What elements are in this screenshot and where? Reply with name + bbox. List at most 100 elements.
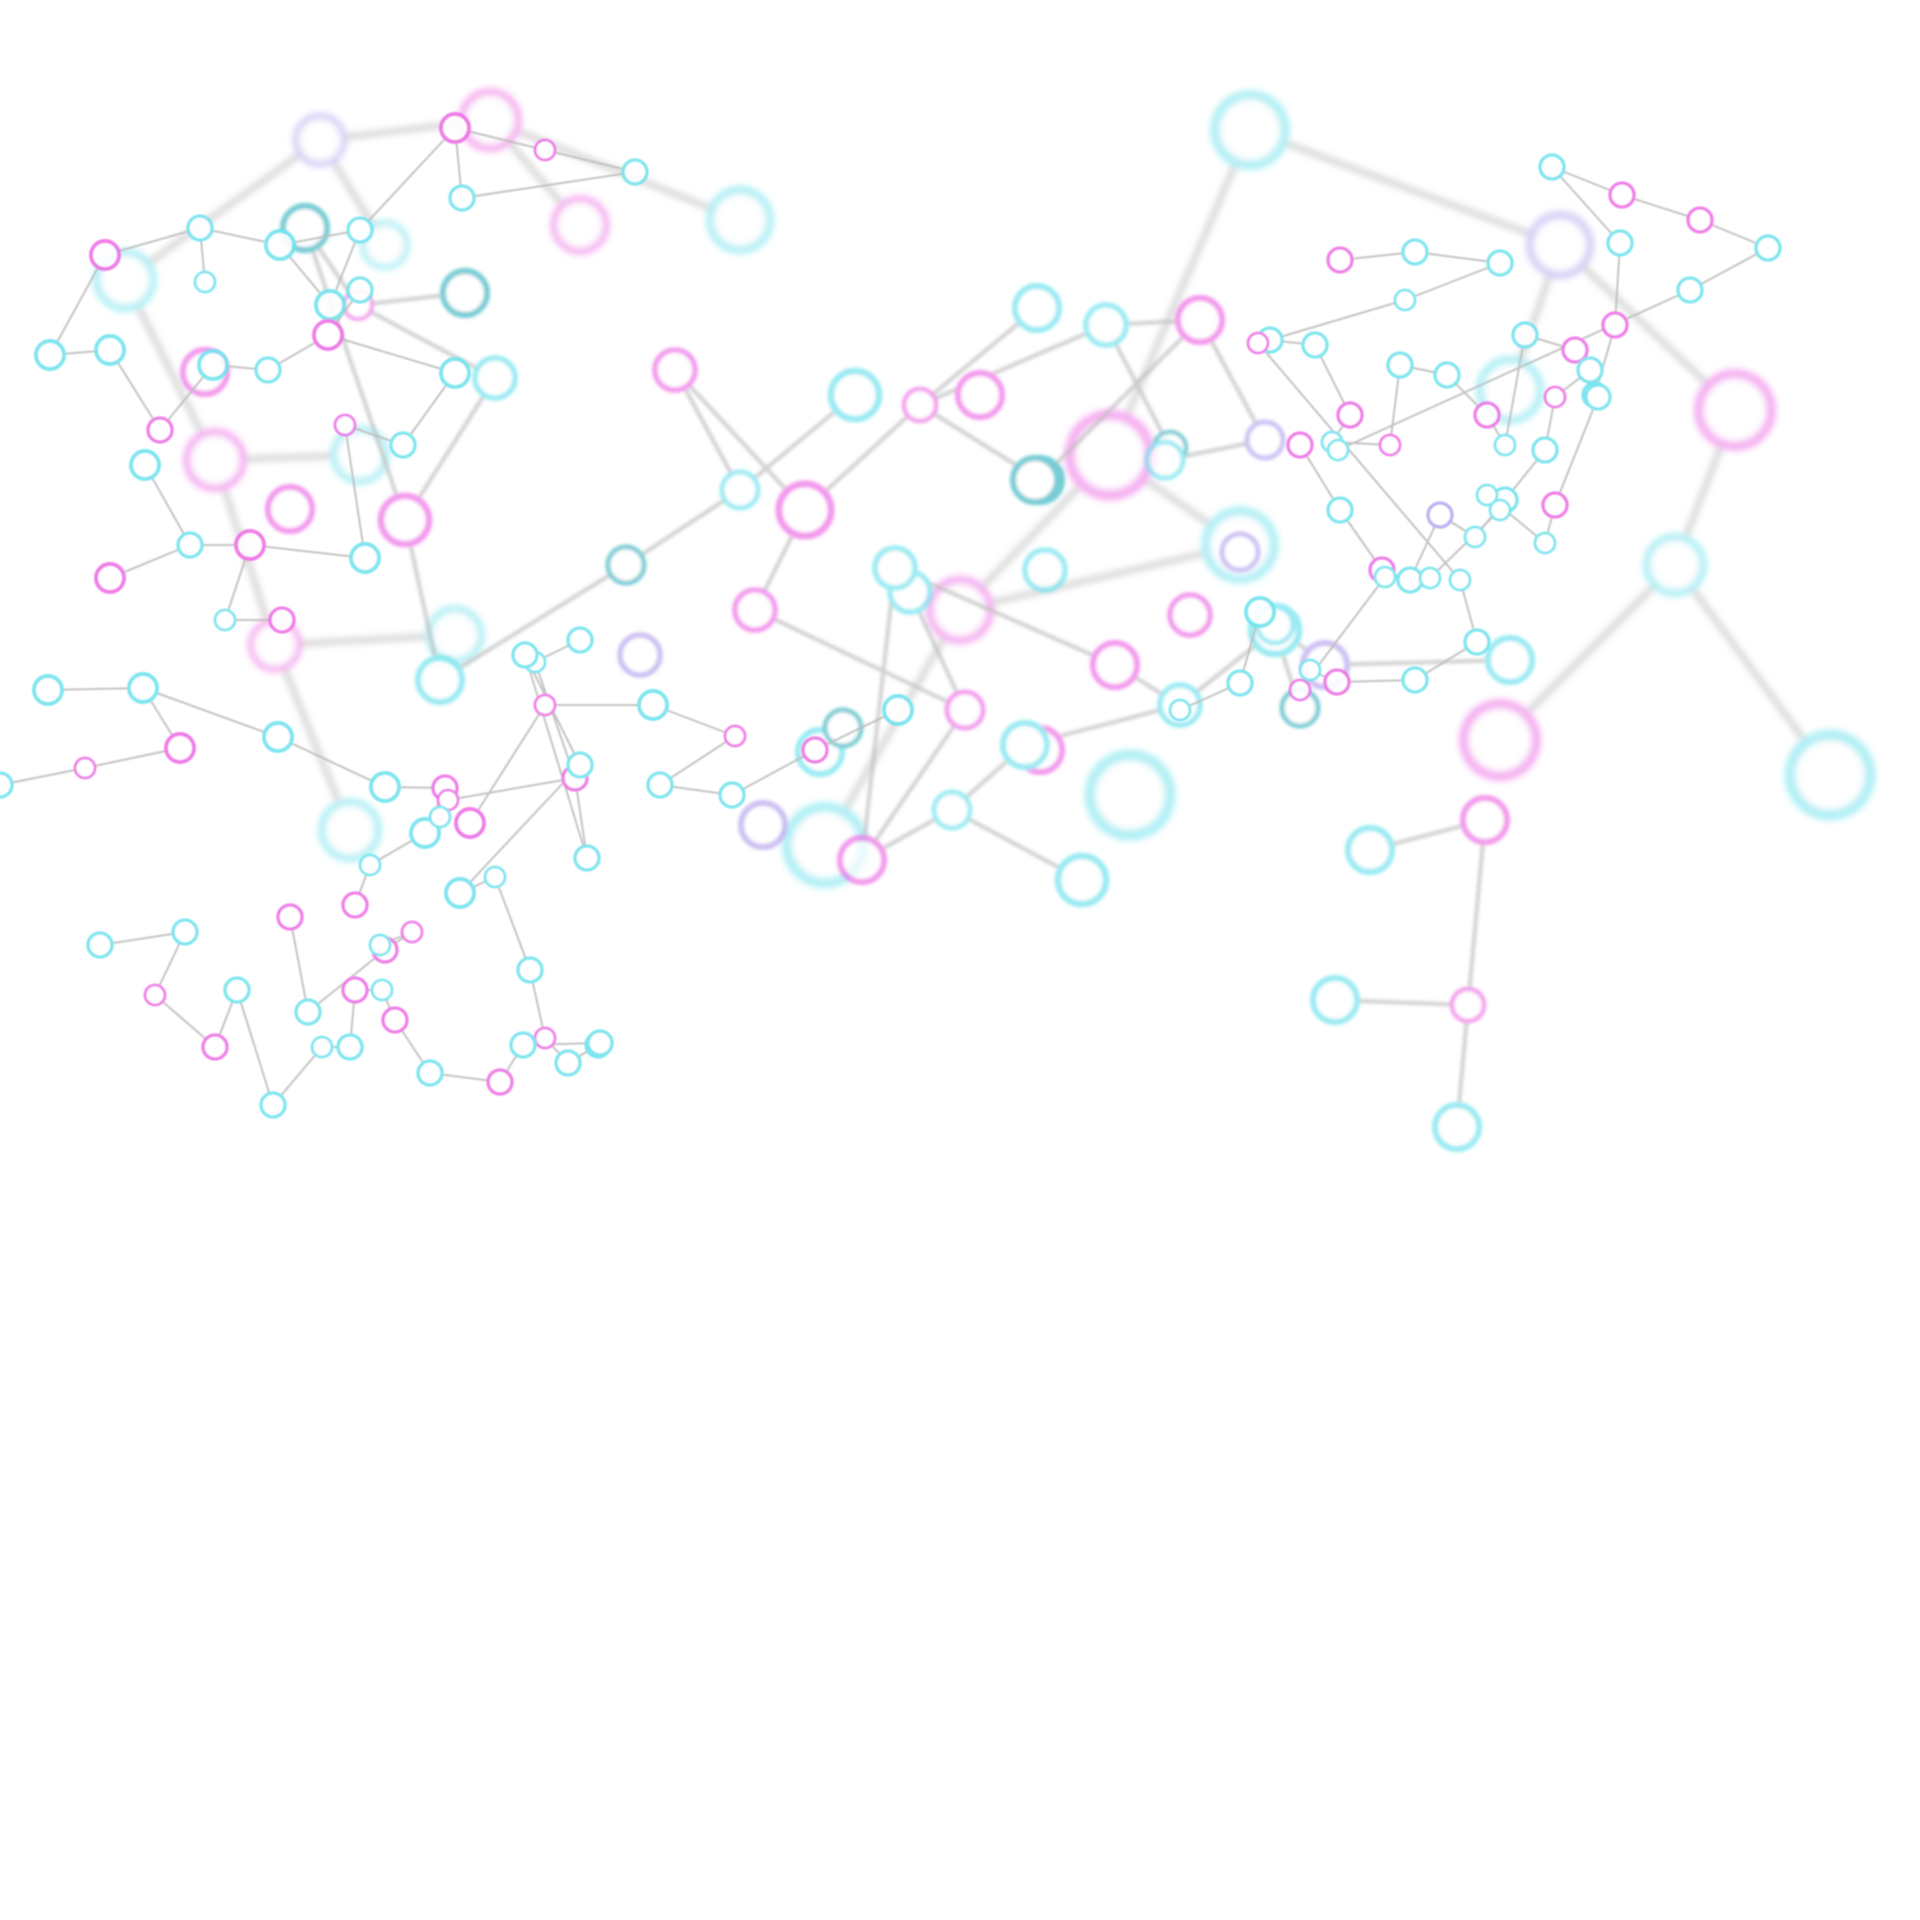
near-atom-magenta	[1286, 431, 1314, 459]
near-atom-cyan	[439, 357, 471, 389]
near-atom-cyan	[32, 674, 64, 706]
near-atom-cyan	[409, 817, 441, 849]
near-atom-cyan	[1401, 238, 1429, 266]
mid-molecule-layer	[179, 202, 1536, 1153]
near-atom-cyan	[86, 931, 114, 959]
near-atom-cyan	[1298, 658, 1322, 682]
near-atom-magenta	[533, 138, 557, 162]
mid-atom-teal	[1009, 454, 1061, 506]
mid-bond	[1104, 323, 1172, 450]
near-bond	[49, 254, 106, 356]
near-atom-cyan	[1226, 669, 1254, 697]
near-bond	[459, 764, 581, 894]
mid-atom-magenta	[1174, 294, 1226, 346]
mid-bond	[1038, 318, 1202, 482]
near-atom-cyan	[1606, 229, 1634, 257]
mid-atom-cyan	[827, 367, 883, 423]
near-atom-cyan	[566, 626, 594, 654]
near-atom-cyan	[416, 1059, 444, 1087]
mid-atom-lavender	[737, 799, 789, 851]
near-atom-cyan	[1396, 566, 1424, 594]
mid-atom-magenta	[1167, 592, 1213, 638]
near-atom-cyan	[882, 694, 914, 726]
mid-bond	[438, 563, 628, 682]
near-bond	[277, 736, 386, 788]
near-atom-magenta	[73, 756, 97, 780]
near-atom-lavender	[1426, 501, 1454, 529]
near-atom-cyan	[1576, 356, 1604, 384]
far-atom-magenta	[1064, 409, 1156, 501]
near-atom-cyan	[314, 289, 346, 321]
near-atom-cyan	[1326, 438, 1350, 462]
near-atom-cyan	[171, 918, 199, 946]
near-atom-cyan	[1533, 531, 1557, 555]
near-atom-cyan	[127, 672, 159, 704]
near-atom-cyan	[389, 431, 417, 459]
near-bond	[1614, 242, 1621, 326]
near-atom-cyan	[1418, 566, 1442, 590]
near-bond	[544, 149, 636, 173]
mid-atom-teal	[605, 544, 647, 586]
near-atom-cyan	[294, 998, 322, 1026]
mid-bond	[303, 226, 407, 522]
mid-atom-magenta	[1089, 639, 1141, 691]
near-atom-magenta	[486, 1068, 514, 1096]
near-atom-cyan	[1486, 249, 1514, 277]
far-bond	[121, 136, 324, 284]
mid-atom-teal	[822, 707, 864, 749]
near-atom-cyan	[264, 229, 296, 261]
near-bond	[249, 544, 366, 559]
mid-atom-cyan	[1083, 302, 1129, 348]
near-atom-cyan	[1448, 568, 1472, 592]
near-atom-cyan	[1493, 433, 1517, 457]
far-atom-cyan	[1084, 749, 1176, 841]
far-bond	[271, 641, 354, 834]
near-atom-cyan	[1584, 383, 1612, 411]
mid-atom-cyan	[1011, 282, 1063, 334]
far-molecule-layer	[93, 88, 1876, 889]
mid-bond	[403, 376, 497, 522]
far-atom-magenta	[1693, 368, 1777, 452]
far-atom-magenta	[550, 195, 610, 255]
near-atom-magenta	[1378, 433, 1402, 457]
near-atom-cyan	[254, 356, 282, 384]
near-atom-magenta	[1326, 246, 1354, 274]
near-bond	[1689, 247, 1769, 291]
far-atom-cyan	[359, 219, 411, 271]
near-atom-cyan	[1373, 565, 1397, 589]
near-bond	[344, 424, 366, 559]
near-atom-cyan	[554, 1049, 582, 1077]
near-atom-magenta	[201, 1033, 229, 1061]
near-bond	[524, 654, 588, 859]
near-atom-cyan	[646, 771, 674, 799]
far-bond	[121, 276, 219, 464]
near-atom-cyan	[193, 270, 217, 294]
mid-atom-cyan	[719, 469, 761, 511]
far-atom-magenta	[183, 428, 247, 492]
near-atom-cyan	[310, 1035, 334, 1059]
far-atom-cyan	[1210, 90, 1290, 170]
near-atom-cyan	[34, 339, 66, 371]
far-atom-magenta	[1458, 698, 1542, 782]
near-atom-cyan	[129, 449, 161, 481]
near-atom-cyan	[349, 542, 381, 574]
near-atom-magenta	[1608, 181, 1636, 209]
near-atom-magenta	[1543, 385, 1567, 409]
far-atom-cyan	[425, 605, 485, 665]
near-atom-magenta	[164, 732, 196, 764]
mid-atom-cyan	[1309, 974, 1361, 1026]
near-bond	[0, 767, 86, 786]
near-atom-magenta	[381, 1006, 409, 1034]
near-atom-cyan	[1168, 698, 1192, 722]
near-atom-cyan	[1463, 628, 1491, 656]
near-atom-magenta	[533, 693, 557, 717]
near-atom-cyan	[1401, 666, 1429, 694]
near-atom-magenta	[333, 413, 357, 437]
near-atom-cyan	[1531, 436, 1559, 464]
near-atom-magenta	[1288, 678, 1312, 702]
mid-bond	[918, 306, 1039, 407]
mid-bond	[918, 323, 1108, 407]
mid-atom-cyan	[872, 545, 918, 591]
near-atom-cyan	[213, 608, 237, 632]
